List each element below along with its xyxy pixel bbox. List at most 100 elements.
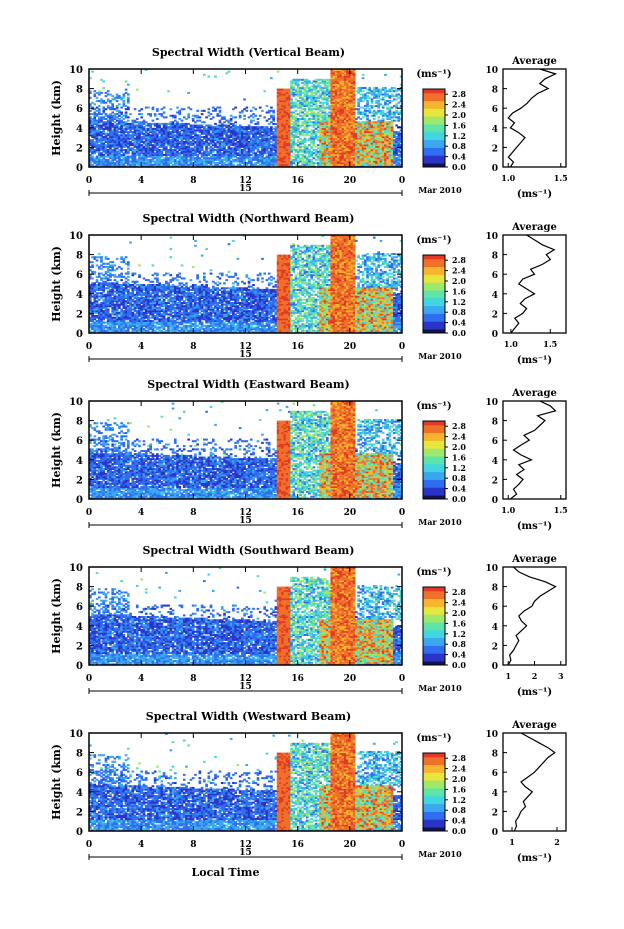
heatmap-cell	[154, 113, 157, 115]
heatmap-cell	[163, 107, 166, 109]
heatmap-cell	[234, 107, 237, 109]
y-tick-label: 6	[76, 104, 83, 115]
heatmap-cell	[223, 116, 226, 118]
heatmap-cell	[257, 118, 260, 120]
heatmap-cell	[243, 118, 246, 120]
heatmap-cell	[125, 89, 128, 91]
heatmap-cell	[304, 108, 307, 110]
heatmap-cell	[93, 103, 96, 105]
heatmap-cells	[89, 235, 402, 333]
heatmap-cell	[125, 111, 128, 113]
heatmap-cell	[219, 110, 222, 112]
colorbar-tick-label: 1.6	[452, 120, 466, 130]
heatmap-cell	[362, 77, 365, 79]
heatmap-cell	[212, 116, 215, 118]
month-label: Mar 2010	[418, 185, 462, 195]
heatmap-cell	[373, 118, 376, 120]
y-tick-label: 8	[76, 85, 83, 96]
heatmap-cell	[243, 98, 246, 100]
x-tick-label: 16	[291, 176, 304, 186]
heatmap-cell	[246, 107, 249, 109]
heatmap-cell	[127, 97, 130, 99]
heatmap-cell	[368, 87, 371, 89]
x-tick-label: 20	[344, 176, 357, 186]
y-tick-label: 2	[76, 143, 83, 154]
panel-title: Spectral Width (Vertical Beam)	[152, 46, 345, 59]
colorbar-unit: (ms⁻¹)	[416, 69, 451, 80]
heatmap-cell	[203, 121, 206, 123]
heatmap-cell	[98, 105, 101, 107]
heatmap-cell	[107, 90, 110, 92]
y-tick-label: 10	[69, 65, 83, 76]
y-tick-label: 4	[76, 124, 83, 135]
panel-2: Spectral Width (Northward Beam)0246810He…	[50, 212, 566, 366]
heatmap-cell	[234, 121, 237, 123]
heatmap-cell	[156, 108, 159, 110]
heatmap-cell	[98, 108, 101, 110]
heatmap-cell	[203, 110, 206, 112]
heatmap-cell	[261, 110, 264, 112]
average-y-tick-label: 10	[485, 66, 498, 76]
heatmap-cell	[239, 115, 242, 117]
heatmap-cell	[199, 116, 202, 118]
heatmap-cell	[102, 87, 105, 89]
heatmap-cell	[250, 110, 253, 112]
heatmap-cell	[165, 116, 168, 118]
heatmap-cell	[201, 113, 204, 115]
heatmap-cell	[127, 94, 130, 96]
y-axis-label: Height (km)	[50, 80, 63, 156]
heatmap-cell	[272, 115, 275, 117]
heatmap-cell	[366, 100, 369, 102]
heatmap-cell	[123, 100, 126, 102]
heatmap-cell	[295, 110, 298, 112]
heatmap-cell	[120, 111, 123, 113]
heatmap-cell	[243, 115, 246, 117]
x-tick-label: 0	[86, 176, 92, 186]
heatmap-cell	[219, 107, 222, 109]
heatmap-cell	[167, 90, 170, 92]
average-y-tick-label: 4	[492, 125, 498, 135]
heatmap-cell	[156, 118, 159, 120]
heatmap-cell	[203, 74, 206, 76]
average-y-tick-label: 2	[492, 144, 498, 154]
heatmap-cell	[196, 110, 199, 112]
heatmap-cell	[362, 90, 365, 92]
heatmap-cell	[266, 105, 269, 107]
heatmap-cell	[127, 84, 130, 86]
heatmap-cell	[181, 120, 184, 122]
heatmap-cell	[377, 116, 380, 118]
x-tick-label: 8	[190, 176, 196, 186]
colorbar-tick-label: 2.8	[452, 89, 466, 99]
heatmap-cell	[140, 113, 143, 115]
heatmap-cell	[174, 115, 177, 117]
heatmap-cell	[100, 92, 103, 94]
heatmap-cell	[270, 77, 273, 79]
heatmap-cell	[152, 107, 155, 109]
heatmap-cell	[127, 120, 130, 122]
heatmap-cell	[127, 107, 130, 109]
average-x-tick-label: 1.5	[554, 173, 568, 183]
heatmap-cell	[125, 80, 128, 82]
heatmap-cell	[91, 71, 94, 73]
heatmap-cell	[254, 115, 257, 117]
heatmap-cell	[147, 107, 150, 109]
heatmap-cell	[152, 120, 155, 122]
colorbar-tick-label: 1.2	[452, 131, 466, 141]
heatmap-cell	[290, 98, 293, 100]
day-label: 15	[239, 184, 252, 194]
heatmap-cell	[270, 107, 273, 109]
heatmap-cell	[136, 118, 139, 120]
colorbar-tick-label: 0.8	[452, 141, 466, 151]
heatmap-cell	[257, 121, 260, 123]
heatmap-cell	[214, 76, 217, 78]
heatmap-cell	[134, 108, 137, 110]
heatmap-cell	[183, 108, 186, 110]
heatmap-cell	[96, 97, 99, 99]
heatmap-cell	[234, 116, 237, 118]
average-y-tick-label: 6	[492, 105, 498, 115]
heatmap-cell	[362, 74, 365, 76]
heatmap-cell	[118, 103, 121, 105]
colorbar-tick-label: 2.4	[452, 100, 466, 110]
heatmap-cell	[382, 110, 385, 112]
